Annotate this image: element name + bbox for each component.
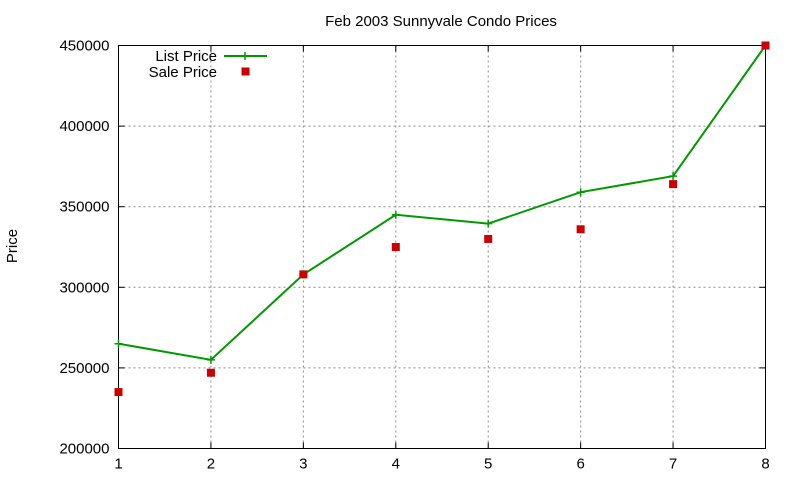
legend-label-sale-price: Sale Price bbox=[149, 64, 217, 81]
data-series bbox=[114, 41, 770, 397]
chart-title: Feb 2003 Sunnyvale Condo Prices bbox=[325, 13, 557, 30]
y-tick-label: 450000 bbox=[59, 38, 109, 55]
y-axis-label: Price bbox=[4, 229, 21, 263]
x-tick-label: 5 bbox=[484, 456, 492, 473]
y-tick-label: 300000 bbox=[59, 279, 109, 296]
x-tick-label: 1 bbox=[114, 456, 122, 473]
sale-price-point bbox=[391, 243, 400, 251]
y-tick-label: 200000 bbox=[59, 441, 109, 458]
sale-price-point bbox=[206, 368, 215, 377]
list-price-point bbox=[206, 355, 215, 364]
list-price-point bbox=[576, 188, 585, 197]
x-tick-label: 6 bbox=[576, 456, 584, 473]
legend-marker-list-price bbox=[241, 52, 249, 60]
y-tick-label: 250000 bbox=[59, 360, 109, 377]
sale-price-point bbox=[669, 180, 678, 189]
x-tick-label: 4 bbox=[392, 456, 400, 473]
x-tick-label: 7 bbox=[669, 456, 677, 473]
y-tick-label: 400000 bbox=[59, 118, 109, 135]
y-tick-label: 350000 bbox=[59, 199, 109, 216]
list-price-point bbox=[484, 219, 493, 228]
sale-price-point bbox=[299, 270, 308, 279]
legend-marker-sale-price bbox=[241, 67, 250, 76]
x-tick-label: 8 bbox=[761, 456, 769, 473]
legend: List Price Sale Price bbox=[149, 48, 267, 81]
axis-ticks: 1 2 3 4 5 6 7 8 200000 250000 300000 350000 400000 45… bbox=[59, 38, 769, 473]
legend-label-list-price: List Price bbox=[155, 48, 217, 65]
sale-price-point bbox=[484, 234, 493, 243]
plot-frame bbox=[118, 45, 766, 449]
x-tick-label: 2 bbox=[207, 456, 215, 473]
sale-price-point bbox=[114, 388, 123, 397]
x-tick-label: 3 bbox=[299, 456, 307, 473]
grid-lines bbox=[118, 45, 766, 449]
sale-price-point bbox=[761, 41, 770, 50]
sale-price-point bbox=[576, 225, 585, 234]
list-price-point bbox=[669, 172, 678, 181]
list-price-line bbox=[118, 44, 767, 361]
list-price-point bbox=[391, 210, 400, 219]
list-price-point bbox=[114, 339, 123, 348]
